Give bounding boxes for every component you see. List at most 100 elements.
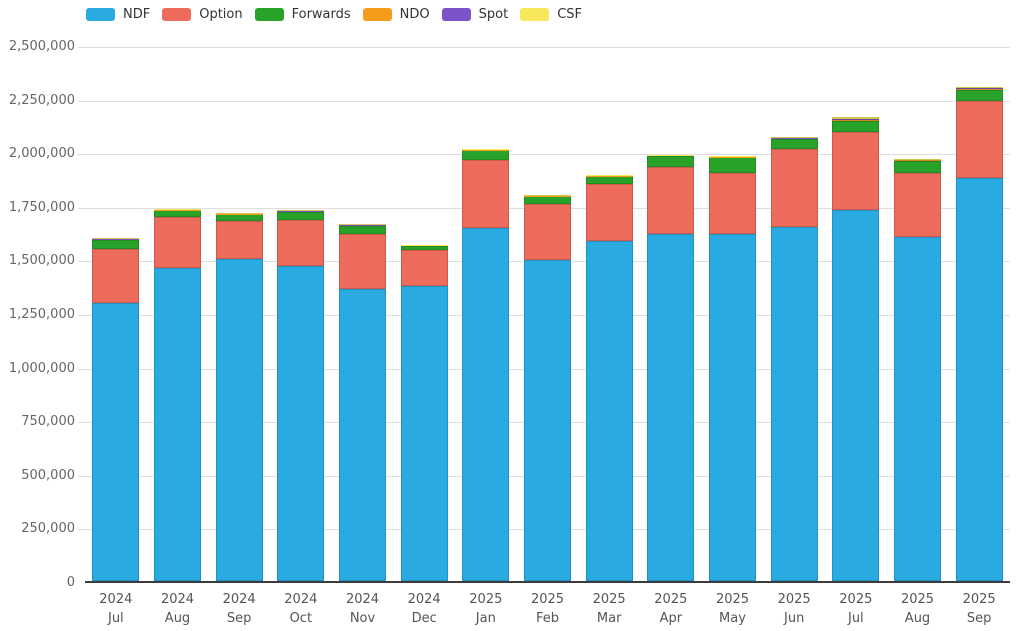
legend-item-ndo[interactable]: NDO — [362, 7, 430, 22]
bar-segment-csf-2025-apr[interactable] — [647, 154, 695, 156]
bar-segment-ndo-2024-aug[interactable] — [154, 209, 201, 211]
legend-item-option[interactable]: Option — [162, 7, 243, 22]
bar-segment-ndo-2025-mar[interactable] — [585, 175, 633, 176]
bar-segment-ndf-2024-aug[interactable] — [154, 267, 201, 581]
x-axis-label-2025-mar: 2025 Mar — [578, 590, 640, 628]
bar-segment-csf-2025-jul[interactable] — [832, 117, 880, 120]
bar-segment-forwards-2025-jan[interactable] — [462, 150, 510, 160]
x-axis-label-2025-sep: 2025 Sep — [948, 590, 1010, 628]
bar-segment-ndf-2025-aug[interactable] — [894, 236, 941, 581]
bar-segment-ndo-2025-jul[interactable] — [832, 119, 880, 121]
bar-segment-forwards-2025-jun[interactable] — [770, 138, 818, 150]
bar-segment-spot-2025-jan[interactable] — [462, 149, 510, 150]
bar-segment-option-2025-may[interactable] — [709, 172, 756, 234]
bar-segment-ndf-2025-apr[interactable] — [647, 233, 695, 581]
bar-segment-forwards-2024-aug[interactable] — [154, 210, 201, 217]
bar-segment-csf-2024-sep[interactable] — [215, 213, 263, 214]
legend-swatch-csf — [520, 8, 550, 21]
bar-segment-ndf-2024-sep[interactable] — [215, 259, 263, 581]
bar-segment-option-2025-jun[interactable] — [770, 149, 818, 228]
gridline — [78, 154, 1010, 156]
bar-segment-ndo-2025-sep[interactable] — [955, 88, 1003, 90]
bar-segment-ndf-2025-feb[interactable] — [524, 260, 571, 581]
y-axis-tick-label: 0 — [66, 575, 75, 590]
bar-segment-option-2025-aug[interactable] — [894, 172, 941, 237]
bar-segment-forwards-2025-mar[interactable] — [585, 176, 633, 184]
bar-segment-ndf-2025-may[interactable] — [709, 233, 756, 581]
bar-segment-ndf-2024-oct[interactable] — [277, 265, 325, 581]
x-axis-label-month: Aug — [164, 611, 191, 626]
bar-segment-ndo-2025-may[interactable] — [709, 156, 756, 158]
bar-segment-ndo-2024-jul[interactable] — [92, 239, 140, 241]
bar-segment-ndf-2025-jan[interactable] — [462, 228, 510, 581]
bar-segment-csf-2024-dec[interactable] — [400, 244, 448, 246]
legend-item-forwards[interactable]: Forwards — [254, 7, 351, 22]
bar-segment-ndf-2024-dec[interactable] — [400, 286, 448, 581]
x-axis-label-2024-sep: 2024 Sep — [208, 590, 270, 628]
bar-segment-option-2024-nov[interactable] — [339, 233, 386, 290]
bar-segment-forwards-2025-apr[interactable] — [647, 156, 695, 167]
bar-segment-ndo-2025-feb[interactable] — [524, 195, 571, 197]
bar-segment-ndf-2025-jun[interactable] — [770, 227, 818, 581]
bar-segment-csf-2025-may[interactable] — [709, 155, 756, 157]
bar-segment-ndo-2025-apr[interactable] — [647, 155, 695, 157]
x-axis-label-year: 2024 — [99, 592, 133, 607]
bar-segment-option-2024-oct[interactable] — [277, 219, 325, 266]
x-axis-label-year: 2025 — [962, 592, 996, 607]
bar-segment-ndf-2024-jul[interactable] — [92, 303, 140, 581]
bar-segment-ndo-2025-jun[interactable] — [770, 138, 818, 139]
bar-segment-ndo-2024-dec[interactable] — [400, 245, 448, 246]
legend-item-spot[interactable]: Spot — [441, 7, 508, 22]
bar-segment-forwards-2025-aug[interactable] — [894, 160, 941, 173]
bar-segment-forwards-2025-jul[interactable] — [832, 120, 880, 132]
bar-segment-option-2024-sep[interactable] — [215, 220, 263, 260]
bar-segment-ndo-2025-aug[interactable] — [894, 159, 941, 161]
bar-segment-ndo-2024-oct[interactable] — [277, 211, 325, 212]
x-axis-label-year: 2024 — [407, 592, 441, 607]
bar-segment-forwards-2025-may[interactable] — [709, 157, 756, 173]
bar-segment-csf-2025-jun[interactable] — [770, 137, 818, 138]
bar-segment-ndo-2025-jan[interactable] — [462, 149, 510, 151]
bar-segment-spot-2025-jul[interactable] — [832, 119, 880, 120]
bar-segment-ndo-2024-nov[interactable] — [339, 225, 386, 226]
bar-segment-option-2024-jul[interactable] — [92, 248, 140, 304]
bar-segment-csf-2024-nov[interactable] — [339, 224, 386, 225]
bar-segment-csf-2024-jul[interactable] — [92, 237, 140, 240]
bar-segment-csf-2025-jan[interactable] — [462, 148, 510, 150]
bar-segment-option-2025-apr[interactable] — [647, 166, 695, 234]
legend-item-csf[interactable]: CSF — [520, 7, 582, 22]
bar-segment-spot-2025-sep[interactable] — [955, 88, 1003, 89]
bar-segment-option-2025-sep[interactable] — [955, 100, 1003, 178]
bar-segment-csf-2025-mar[interactable] — [585, 174, 633, 176]
y-axis-tick-label: 1,250,000 — [8, 307, 75, 322]
bar-segment-option-2024-aug[interactable] — [154, 216, 201, 268]
bar-segment-csf-2024-oct[interactable] — [277, 210, 325, 211]
bar-segment-forwards-2024-dec[interactable] — [400, 245, 448, 250]
bar-segment-ndo-2024-sep[interactable] — [215, 213, 263, 215]
bar-segment-option-2024-dec[interactable] — [400, 249, 448, 287]
x-axis-label-month: Aug — [904, 611, 931, 626]
bar-segment-option-2025-feb[interactable] — [524, 204, 571, 261]
bar-segment-forwards-2024-sep[interactable] — [215, 214, 263, 221]
x-axis-label-year: 2025 — [469, 592, 503, 607]
bar-segment-ndf-2025-mar[interactable] — [585, 241, 633, 581]
bar-segment-spot-2025-jun[interactable] — [770, 137, 818, 139]
bar-segment-option-2025-jan[interactable] — [462, 159, 510, 229]
bar-segment-option-2025-jul[interactable] — [832, 131, 880, 211]
bar-segment-forwards-2024-nov[interactable] — [339, 225, 386, 234]
bar-segment-ndf-2024-nov[interactable] — [339, 289, 386, 581]
bar-segment-csf-2025-feb[interactable] — [524, 195, 571, 196]
bar-segment-ndf-2025-sep[interactable] — [955, 177, 1003, 581]
bar-segment-option-2025-mar[interactable] — [585, 183, 633, 242]
bar-segment-forwards-2024-jul[interactable] — [92, 240, 140, 249]
bar-segment-forwards-2025-feb[interactable] — [524, 196, 571, 205]
legend-item-ndf[interactable]: NDF — [86, 7, 150, 22]
bar-segment-ndf-2025-jul[interactable] — [832, 210, 880, 581]
bar-segment-csf-2024-aug[interactable] — [154, 208, 201, 210]
bar-segment-csf-2025-aug[interactable] — [894, 159, 941, 160]
bar-segment-forwards-2024-oct[interactable] — [277, 211, 325, 220]
bar-segment-forwards-2025-sep[interactable] — [955, 89, 1003, 101]
x-axis-label-month: Nov — [349, 611, 376, 626]
bar-segment-csf-2025-sep[interactable] — [955, 86, 1003, 89]
x-axis-label-month: Feb — [535, 611, 560, 626]
